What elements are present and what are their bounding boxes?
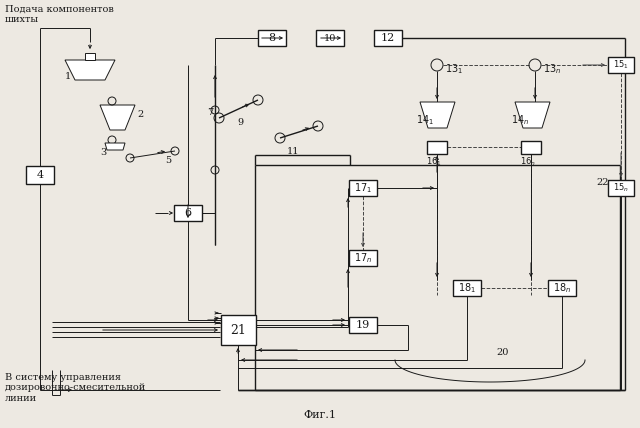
- Bar: [174, 205, 202, 221]
- Text: 11: 11: [287, 147, 300, 156]
- Bar: [427, 140, 447, 154]
- Bar: [521, 140, 541, 154]
- Bar: [316, 30, 344, 46]
- Bar: [453, 280, 481, 296]
- Text: $14_n$: $14_n$: [511, 113, 529, 127]
- Text: $15_n$: $15_n$: [613, 182, 629, 194]
- Text: 7: 7: [207, 108, 213, 117]
- Text: $14_1$: $14_1$: [416, 113, 434, 127]
- Text: В систему управления
дозировочно-смесительной
линии: В систему управления дозировочно-смесите…: [5, 373, 147, 403]
- Text: Фиг.1: Фиг.1: [303, 410, 337, 420]
- Text: 12: 12: [381, 33, 395, 43]
- Text: $18_1$: $18_1$: [458, 281, 476, 295]
- Text: 10: 10: [324, 33, 336, 42]
- Text: 20: 20: [496, 348, 508, 357]
- Text: 22: 22: [596, 178, 609, 187]
- Text: 5: 5: [165, 156, 171, 165]
- Text: $16_n$: $16_n$: [520, 156, 536, 169]
- Polygon shape: [65, 60, 115, 80]
- Text: $18_n$: $18_n$: [553, 281, 571, 295]
- Bar: [548, 280, 576, 296]
- Text: 9: 9: [237, 118, 243, 127]
- Bar: [221, 315, 255, 345]
- Bar: [349, 250, 377, 266]
- Text: $13_1$: $13_1$: [445, 62, 463, 76]
- Text: 8: 8: [268, 33, 276, 43]
- Polygon shape: [105, 143, 125, 150]
- Bar: [349, 180, 377, 196]
- Bar: [349, 317, 377, 333]
- Text: 6: 6: [184, 208, 191, 218]
- Text: $13_n$: $13_n$: [543, 62, 561, 76]
- Text: 21: 21: [230, 324, 246, 336]
- Text: $17_n$: $17_n$: [354, 251, 372, 265]
- Polygon shape: [100, 105, 135, 130]
- Text: $16_1$: $16_1$: [426, 156, 442, 169]
- Text: $15_1$: $15_1$: [613, 59, 629, 71]
- Polygon shape: [420, 102, 455, 128]
- Text: 2: 2: [137, 110, 143, 119]
- Bar: [26, 166, 54, 184]
- Text: 1: 1: [65, 72, 71, 81]
- Bar: [374, 30, 402, 46]
- Bar: [608, 180, 634, 196]
- Text: $17_1$: $17_1$: [354, 181, 372, 195]
- Text: 4: 4: [36, 170, 44, 180]
- Text: 3: 3: [100, 148, 106, 157]
- Polygon shape: [515, 102, 550, 128]
- Bar: [608, 57, 634, 73]
- Polygon shape: [85, 53, 95, 60]
- Text: Подача компонентов
шихты: Подача компонентов шихты: [5, 5, 114, 24]
- Bar: [258, 30, 286, 46]
- Text: 19: 19: [356, 320, 370, 330]
